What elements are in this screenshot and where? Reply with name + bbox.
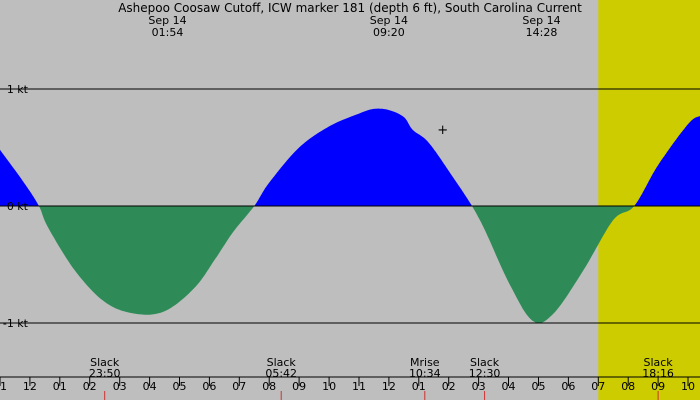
event-labels: Slack23:50Slack05:42Mrise10:34Slack12:30…	[89, 356, 674, 400]
event-time-label: 10:34	[409, 367, 441, 380]
x-tick-label: 03	[113, 380, 127, 393]
y-gridlines	[0, 88, 700, 324]
y-tick-label: 0 kt	[7, 200, 29, 213]
x-tick-label: 09	[292, 380, 306, 393]
x-tick-label: 06	[202, 380, 216, 393]
y-tick-label: 1 kt	[7, 83, 29, 96]
x-tick-label: 07	[591, 380, 605, 393]
x-tick-label: 01	[53, 380, 67, 393]
x-tick-label: 07	[232, 380, 246, 393]
x-tick-label: 12	[23, 380, 37, 393]
x-tick-label: 02	[83, 380, 97, 393]
x-tick-label: 05	[532, 380, 546, 393]
flood-current-area	[0, 108, 700, 206]
event-time-label: 18:16	[642, 367, 674, 380]
event-name-label: Slack	[470, 356, 500, 369]
event-time-label: 12:30	[469, 367, 501, 380]
x-tick-label: 02	[442, 380, 456, 393]
event-name-label: Slack	[267, 356, 297, 369]
y-axis-labels: 1 kt 0 kt -1 kt	[3, 83, 29, 330]
x-tick-label: 11	[352, 380, 366, 393]
x-tick-label: 10	[681, 380, 695, 393]
event-time-label: 05:42	[265, 367, 297, 380]
x-axis-ticks: 11 12 01 02 03 04 05 06 07 08 09 10 11 12 01 02 03 04 05 06…	[0, 376, 700, 393]
event-time-label: 23:50	[89, 367, 121, 380]
x-tick-label: 04	[143, 380, 157, 393]
top-time-label: 01:54	[152, 26, 184, 39]
top-time-label: 14:28	[526, 26, 558, 39]
x-tick-label: 01	[412, 380, 426, 393]
x-tick-label: 06	[561, 380, 575, 393]
top-time-label: 09:20	[373, 26, 405, 39]
x-tick-label: 04	[502, 380, 516, 393]
x-tick-label: 05	[173, 380, 187, 393]
current-marker: +	[437, 123, 448, 138]
x-tick-label: 12	[382, 380, 396, 393]
top-date-label: Sep 14	[522, 14, 560, 27]
chart-title: Ashepoo Coosaw Cutoff, ICW marker 181 (d…	[118, 1, 582, 15]
y-tick-label: -1 kt	[3, 317, 29, 330]
top-date-label: Sep 14	[148, 14, 186, 27]
event-name-label: Mrise	[410, 356, 440, 369]
event-name-label: Slack	[90, 356, 120, 369]
x-tick-label: 03	[472, 380, 486, 393]
x-tick-label: 08	[621, 380, 635, 393]
x-tick-label: 09	[651, 380, 665, 393]
x-tick-label: 10	[322, 380, 336, 393]
event-name-label: Slack	[643, 356, 673, 369]
ebb-current-area	[0, 206, 700, 323]
top-date-label: Sep 14	[370, 14, 408, 27]
x-tick-label: 08	[262, 380, 276, 393]
x-tick-label: 11	[0, 380, 7, 393]
